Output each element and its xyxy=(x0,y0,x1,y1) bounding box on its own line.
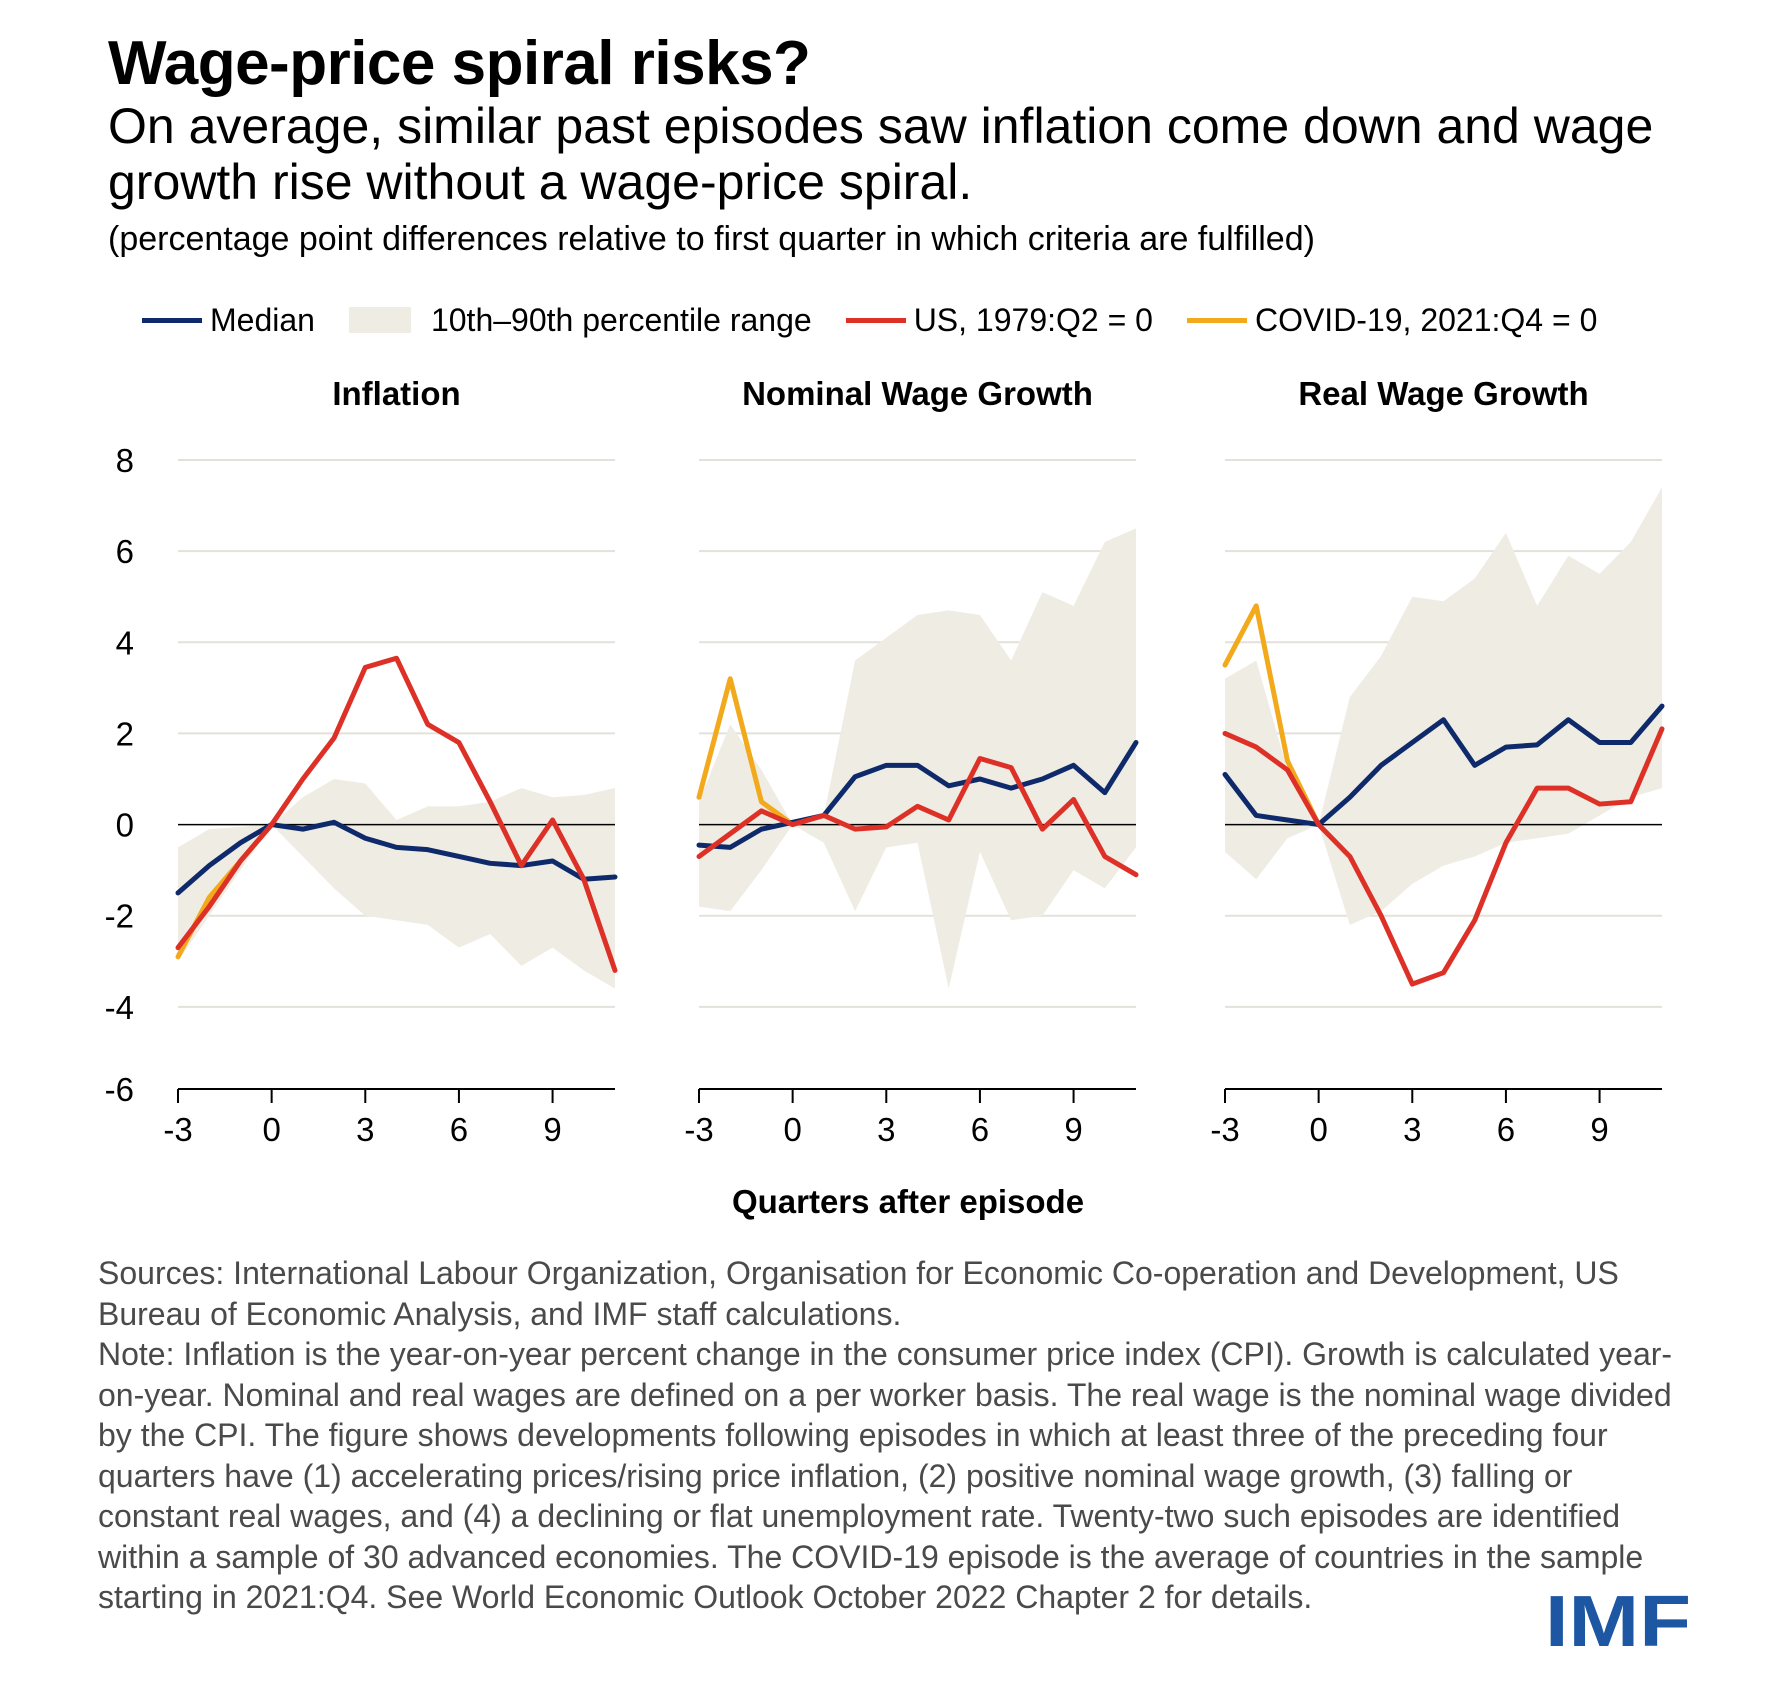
y-tick-label: 6 xyxy=(116,533,134,570)
x-tick-label: 3 xyxy=(356,1111,374,1148)
x-tick-label: 0 xyxy=(1309,1111,1327,1148)
x-tick-label: 9 xyxy=(1064,1111,1082,1148)
percentile-band xyxy=(178,779,615,989)
x-tick-label: 9 xyxy=(543,1111,561,1148)
panel-title: Nominal Wage Growth xyxy=(742,375,1093,412)
us-line xyxy=(696,755,1139,878)
legend-item-median: Median xyxy=(142,302,315,339)
y-tick-label: -6 xyxy=(105,1071,134,1108)
x-tick-label: -3 xyxy=(163,1111,192,1148)
x-axis-label: Quarters after episode xyxy=(732,1183,1084,1220)
x-tick-label: 0 xyxy=(783,1111,801,1148)
y-tick-label: 2 xyxy=(116,715,134,752)
x-tick-label: 6 xyxy=(971,1111,989,1148)
x-tick-label: -3 xyxy=(684,1111,713,1148)
x-tick-label: 3 xyxy=(877,1111,895,1148)
legend-swatch-covid xyxy=(1186,317,1247,323)
percentile-band xyxy=(1225,487,1662,925)
covid-line xyxy=(696,676,796,828)
legend-swatch-us xyxy=(845,317,906,323)
panel-1: Inflation -3 0 3 6 9 xyxy=(163,375,618,1148)
imf-logo: IMF xyxy=(1545,1586,1691,1656)
percentile-band xyxy=(699,528,1136,989)
y-tick-label: -2 xyxy=(105,898,134,935)
panel-title: Inflation xyxy=(332,375,460,412)
panel-title: Real Wage Growth xyxy=(1298,375,1588,412)
y-tick-label: 0 xyxy=(116,807,134,844)
x-tick-label: 6 xyxy=(450,1111,468,1148)
legend-item-us: US, 1979:Q2 = 0 xyxy=(845,301,1153,339)
imf-logo-text: IMF xyxy=(1545,1586,1691,1656)
note-text: Note: Inflation is the year-on-year perc… xyxy=(98,1336,1673,1615)
legend: Median 10th–90th percentile range US, 19… xyxy=(142,296,1631,344)
legend-item-covid: COVID-19, 2021:Q4 = 0 xyxy=(1186,301,1598,339)
y-tick-label: 8 xyxy=(116,442,134,479)
legend-item-band: 10th–90th percentile range xyxy=(348,301,812,339)
x-tick-label: 6 xyxy=(1497,1111,1515,1148)
chart-title: Wage-price spiral risks? xyxy=(108,29,811,98)
x-tick-label: -3 xyxy=(1210,1111,1239,1148)
panel-3: Real Wage Growth -3 0 3 6 9 xyxy=(1210,375,1665,1148)
legend-label-covid: COVID-19, 2021:Q4 = 0 xyxy=(1254,301,1598,338)
us-line xyxy=(1222,726,1665,987)
x-tick-label: 9 xyxy=(1590,1111,1608,1148)
footer-sources: Sources: International Labour Organizati… xyxy=(98,1253,1698,1618)
chart-panels: Inflation -3 0 3 6 9 Nominal Wage Growth -3 0 3 6 9… xyxy=(105,375,1665,1220)
median-line xyxy=(175,819,618,896)
panel-2: Nominal Wage Growth -3 0 3 6 9 xyxy=(684,375,1139,1148)
x-tick-label: 3 xyxy=(1403,1111,1421,1148)
median-line xyxy=(696,740,1139,850)
legend-swatch-band xyxy=(348,307,411,333)
median-line xyxy=(1222,703,1665,828)
sources-text: Sources: International Labour Organizati… xyxy=(98,1255,1619,1332)
legend-swatch-median xyxy=(142,317,202,323)
x-tick-label: 0 xyxy=(262,1111,280,1148)
legend-label-band: 10th–90th percentile range xyxy=(430,301,812,338)
chart-subtitle: On average, similar past episodes saw in… xyxy=(108,98,1654,210)
units-note: (percentage point differences relative t… xyxy=(108,220,1315,258)
legend-label-us: US, 1979:Q2 = 0 xyxy=(913,301,1153,338)
legend-label-median: Median xyxy=(210,301,315,338)
us-line xyxy=(175,655,618,973)
y-tick-label: -4 xyxy=(105,989,134,1026)
y-tick-label: 4 xyxy=(116,624,134,661)
